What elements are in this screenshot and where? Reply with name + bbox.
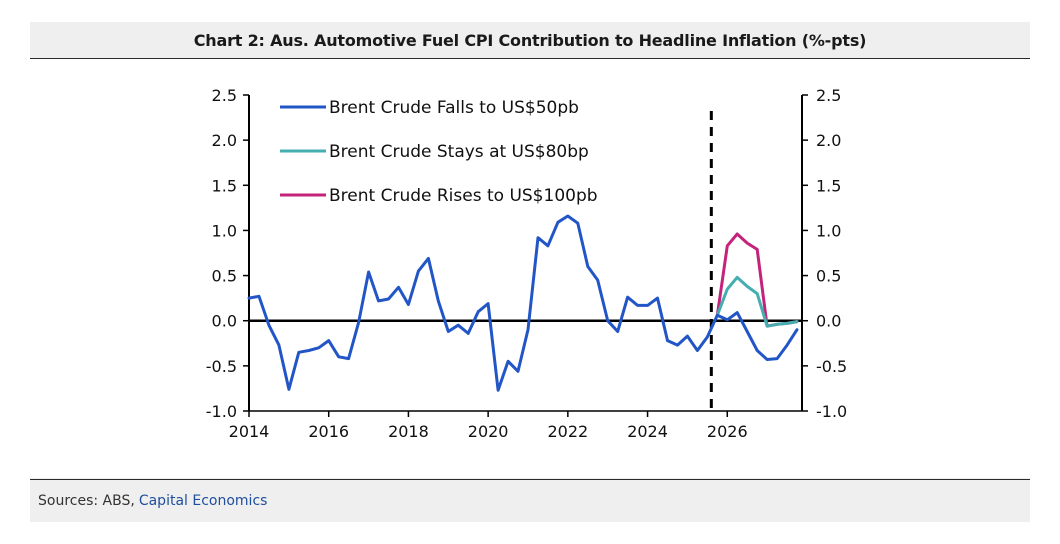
y-tick-label-left: 2.5: [212, 86, 237, 105]
y-tick-label-right: 2.0: [816, 131, 841, 150]
x-tick-label: 2020: [468, 422, 509, 441]
sources-link-capital-economics[interactable]: Capital Economics: [138, 493, 268, 509]
y-tick-label-left: 0.0: [212, 312, 237, 331]
y-tick-label-right: 0.0: [816, 312, 841, 331]
y-tick-label-right: 0.5: [816, 267, 841, 286]
y-tick-label-right: 2.5: [816, 86, 841, 105]
y-tick-label-left: 1.0: [212, 221, 237, 240]
y-tick-label-right: -0.5: [816, 357, 847, 376]
legend-label-0: Brent Crude Falls to US$50pb: [329, 98, 579, 118]
y-tick-label-right: -1.0: [816, 402, 847, 421]
y-tick-label-right: 1.5: [816, 176, 841, 195]
plot-area: -1.0 -1.0 -0.5 -0.5 0.0 0.0 0.5 0.5 1.0 1.0 1.5 1.5…: [30, 59, 1030, 478]
x-tick-label: 2024: [627, 422, 668, 441]
y-tick-label-left: -1.0: [206, 402, 237, 421]
y-tick-label-left: 2.0: [212, 131, 237, 150]
y-tick-label-left: 1.5: [212, 176, 237, 195]
chart-title: Chart 2: Aus. Automotive Fuel CPI Contri…: [193, 30, 867, 50]
legend-label-2: Brent Crude Rises to US$100pb: [329, 186, 598, 206]
title-band: Chart 2: Aus. Automotive Fuel CPI Contri…: [30, 22, 1030, 59]
x-tick-label: 2016: [308, 422, 349, 441]
y-tick-label-left: 0.5: [212, 267, 237, 286]
y-tick-label-right: 1.0: [816, 221, 841, 240]
legend-label-1: Brent Crude Stays at US$80bp: [329, 142, 589, 162]
series-line-2: [715, 232, 799, 328]
x-tick-label: 2026: [707, 422, 748, 441]
sources-footer: Sources: ABS, Capital Economics: [30, 479, 1030, 522]
x-tick-label: 2018: [388, 422, 429, 441]
chart-svg: -1.0 -1.0 -0.5 -0.5 0.0 0.0 0.5 0.5 1.0 1.0 1.5 1.5…: [206, 86, 847, 441]
x-tick-label: 2022: [547, 422, 588, 441]
y-tick-label-left: -0.5: [206, 357, 237, 376]
chart-panel: Chart 2: Aus. Automotive Fuel CPI Contri…: [30, 22, 1030, 522]
sources-label: Sources: ABS,: [38, 493, 135, 509]
series-line-1: [715, 275, 799, 328]
x-tick-label: 2014: [229, 422, 270, 441]
series-line-0: [247, 214, 799, 392]
